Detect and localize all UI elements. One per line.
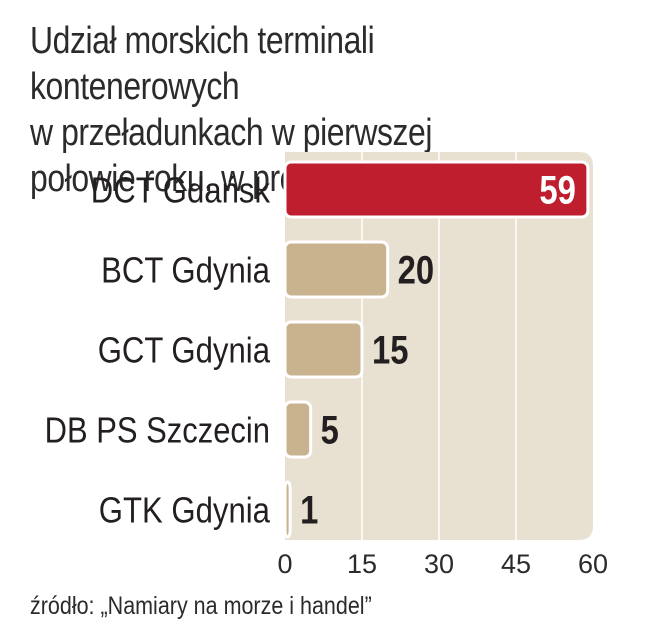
x-axis: 0 15 30 45 60 (277, 549, 608, 579)
category-label: DB PS Szczecin (45, 410, 270, 451)
x-tick-label: 30 (424, 549, 454, 579)
bar (283, 160, 590, 219)
x-tick-label: 45 (501, 549, 531, 579)
x-tick-label: 15 (347, 549, 377, 579)
bar (283, 240, 390, 299)
x-tick-label: 60 (578, 549, 608, 579)
bar (283, 400, 313, 459)
category-label: GTK Gdynia (99, 490, 271, 531)
category-label: GCT Gdynia (98, 330, 271, 371)
value-label: 1 (300, 489, 318, 533)
value-label: 59 (539, 169, 576, 213)
value-label: 5 (321, 409, 339, 453)
value-label: 15 (372, 329, 409, 373)
chart-title: Udział morskich terminali kontenerowych … (30, 20, 433, 200)
bar (283, 480, 292, 539)
labels: DCT Gdańsk 59 BCT Gdynia 20 GCT Gdynia 15 DB P… (45, 169, 576, 533)
category-label: DCT Gdańsk (91, 170, 271, 211)
category-label: BCT Gdynia (101, 250, 271, 291)
bar (283, 320, 364, 379)
x-tick-label: 0 (277, 549, 292, 579)
bars (283, 160, 590, 539)
value-label: 20 (398, 249, 435, 293)
source-note: źródło: „Namiary na morze i handel” (30, 592, 372, 620)
